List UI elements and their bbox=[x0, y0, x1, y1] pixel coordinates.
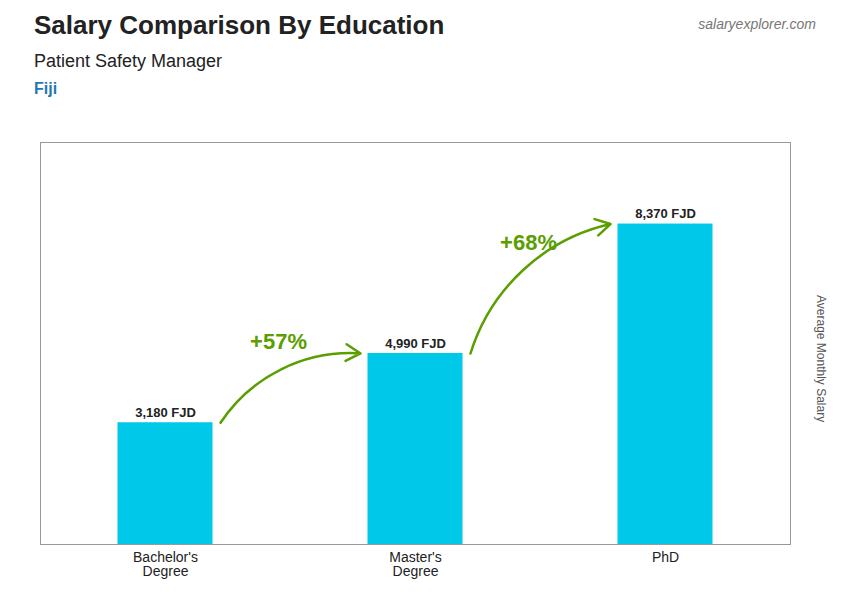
html-text:Fiji: Fiji bbox=[34, 80, 58, 97]
html-text:salaryexplorer.com: salaryexplorer.com bbox=[698, 16, 816, 32]
svg-text:+57%: +57% bbox=[250, 329, 307, 354]
svg-text:4,990 FJD: 4,990 FJD bbox=[385, 336, 446, 351]
svg-text:+68%: +68% bbox=[500, 230, 557, 255]
svg-text:Master'sDegree: Master'sDegree bbox=[389, 549, 441, 579]
html-text:Patient Safety Manager: Patient Safety Manager bbox=[34, 51, 223, 71]
svg-text:8,370 FJD: 8,370 FJD bbox=[635, 206, 696, 221]
html-text:Salary Comparison By Education: Salary Comparison By Education bbox=[34, 10, 445, 40]
svg-text:Bachelor'sDegree: Bachelor'sDegree bbox=[133, 549, 198, 579]
svg-text:PhD: PhD bbox=[652, 549, 679, 565]
html-text:Average Monthly Salary: Average Monthly Salary bbox=[814, 295, 828, 423]
svg-text:3,180 FJD: 3,180 FJD bbox=[135, 405, 196, 420]
